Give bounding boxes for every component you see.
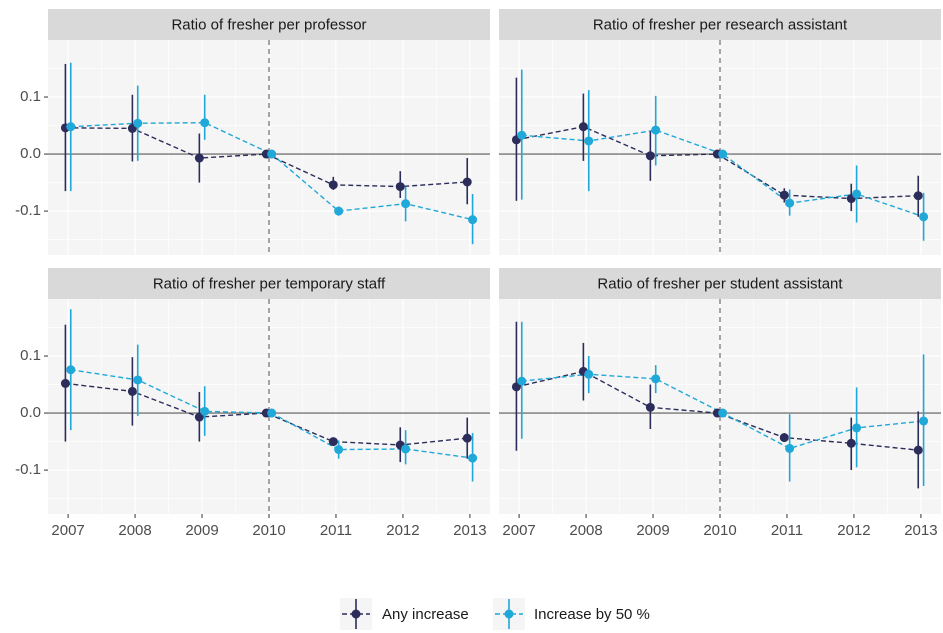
point	[517, 130, 527, 140]
point	[194, 412, 204, 422]
point	[462, 177, 472, 187]
point	[578, 122, 588, 132]
legend-label: Any increase	[382, 606, 469, 623]
point	[334, 445, 344, 455]
strip-text: Ratio of fresher per professor	[171, 16, 366, 33]
point	[651, 374, 661, 384]
x-tick-label: 2010	[252, 522, 285, 539]
point	[785, 443, 795, 453]
strip-text: Ratio of fresher per temporary staff	[153, 275, 386, 292]
x-tick-label: 2011	[771, 522, 803, 539]
y-tick-label: 0.1	[20, 88, 41, 105]
point	[779, 190, 789, 200]
y-tick-label: 0.1	[20, 347, 41, 364]
strip	[48, 9, 490, 40]
point	[334, 206, 344, 216]
point	[517, 376, 527, 386]
point	[401, 199, 411, 209]
point	[718, 408, 728, 418]
point	[267, 408, 277, 418]
point	[395, 182, 405, 192]
point	[66, 365, 76, 375]
x-tick-label: 2009	[636, 522, 669, 539]
point	[852, 423, 862, 433]
point	[194, 153, 204, 163]
x-tick-label: 2007	[502, 522, 535, 539]
point	[328, 437, 338, 447]
point	[267, 149, 277, 159]
y-tick-label: 0.0	[20, 145, 41, 162]
point	[328, 180, 338, 190]
point	[200, 406, 210, 416]
point	[200, 118, 210, 128]
point	[584, 369, 594, 379]
point	[785, 198, 795, 208]
point	[401, 444, 411, 454]
x-tick-label: 2008	[118, 522, 151, 539]
point	[127, 386, 137, 396]
strip	[499, 268, 941, 299]
x-tick-label: 2007	[51, 522, 84, 539]
point	[913, 445, 923, 455]
point	[584, 136, 594, 146]
point	[651, 125, 661, 135]
point	[462, 433, 472, 443]
x-tick-label: 2009	[185, 522, 218, 539]
strip	[499, 9, 941, 40]
point	[852, 189, 862, 199]
legend-key-point	[504, 609, 514, 619]
legend-label: Increase by 50 %	[534, 606, 650, 623]
x-tick-label: 2011	[320, 522, 352, 539]
point	[913, 191, 923, 201]
y-tick-label: -0.1	[15, 461, 41, 478]
point	[645, 402, 655, 412]
point	[846, 438, 856, 448]
point	[66, 122, 76, 132]
point	[779, 433, 789, 443]
strip	[48, 268, 490, 299]
strip-text: Ratio of fresher per student assistant	[597, 275, 843, 292]
point	[133, 375, 143, 385]
point	[60, 378, 70, 388]
point	[133, 118, 143, 128]
x-tick-label: 2013	[904, 522, 937, 539]
point	[468, 453, 478, 463]
x-tick-label: 2008	[569, 522, 602, 539]
point	[511, 382, 521, 392]
point	[919, 416, 929, 426]
point	[919, 212, 929, 222]
y-tick-label: 0.0	[20, 404, 41, 421]
x-tick-label: 2012	[837, 522, 870, 539]
legend-key-point	[351, 609, 361, 619]
y-tick-label: -0.1	[15, 202, 41, 219]
strip-text: Ratio of fresher per research assistant	[593, 16, 848, 33]
point	[645, 151, 655, 161]
x-tick-label: 2013	[453, 522, 486, 539]
x-tick-label: 2012	[386, 522, 419, 539]
x-tick-label: 2010	[703, 522, 736, 539]
point	[468, 215, 478, 225]
point	[718, 149, 728, 159]
